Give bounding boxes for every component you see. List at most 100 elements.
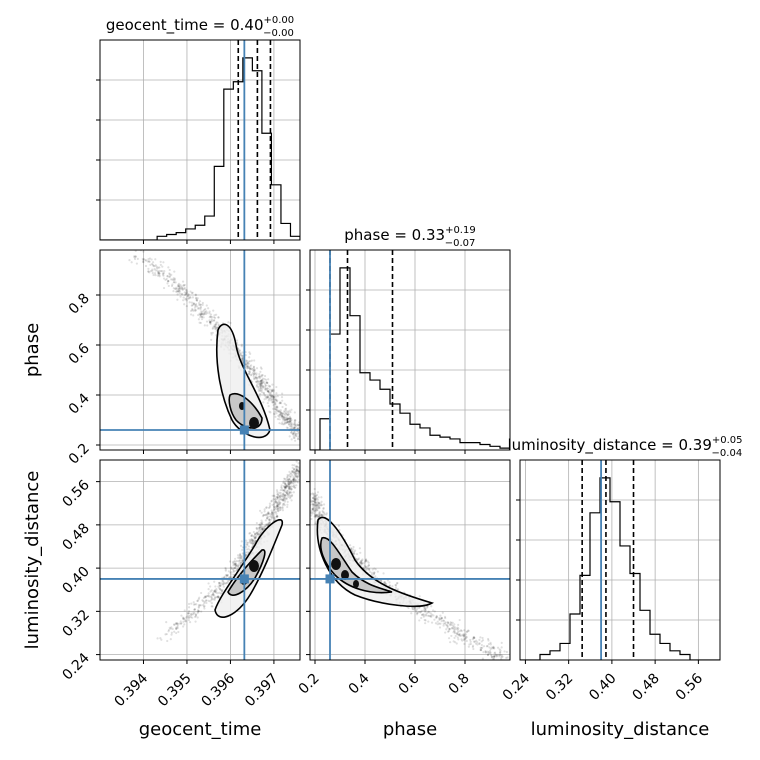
sample-point bbox=[230, 566, 233, 569]
sample-point bbox=[213, 597, 217, 600]
title-text: geocent_time = 0.40 bbox=[106, 16, 264, 35]
sample-point bbox=[261, 528, 264, 531]
sample-point bbox=[293, 471, 296, 474]
sample-point bbox=[480, 643, 483, 647]
sample-point bbox=[271, 395, 274, 398]
title-minus: −0.07 bbox=[445, 238, 476, 249]
sample-point bbox=[275, 408, 279, 411]
sample-point bbox=[178, 288, 181, 291]
sample-point bbox=[199, 313, 202, 316]
sample-point bbox=[473, 636, 476, 639]
sample-point bbox=[241, 552, 244, 555]
sample-point bbox=[422, 614, 426, 617]
sample-point bbox=[311, 508, 314, 511]
sample-point bbox=[468, 643, 471, 646]
sample-point bbox=[289, 411, 292, 414]
sample-point bbox=[491, 647, 494, 650]
sample-point bbox=[462, 634, 466, 637]
sample-point bbox=[241, 559, 244, 562]
sample-point bbox=[183, 609, 186, 612]
sample-point bbox=[367, 564, 370, 567]
sample-point bbox=[290, 494, 294, 497]
sample-point bbox=[202, 310, 205, 313]
x-tick-label: 0.6 bbox=[396, 670, 423, 697]
sample-point bbox=[154, 269, 157, 272]
sample-point bbox=[175, 290, 178, 293]
sample-point bbox=[288, 478, 291, 481]
sample-point bbox=[318, 512, 321, 515]
sample-point bbox=[314, 504, 317, 507]
sample-point bbox=[191, 616, 194, 619]
sample-point bbox=[254, 376, 257, 380]
sample-point bbox=[249, 352, 252, 355]
sample-point bbox=[313, 495, 316, 498]
sample-point bbox=[296, 480, 299, 483]
sample-point bbox=[172, 277, 175, 280]
sample-point bbox=[275, 405, 278, 408]
sample-point bbox=[259, 389, 262, 393]
sample-point bbox=[189, 295, 192, 299]
sample-point bbox=[499, 649, 502, 652]
sample-point bbox=[349, 544, 352, 547]
sample-point bbox=[292, 478, 295, 481]
sample-point bbox=[447, 630, 450, 633]
sample-point bbox=[280, 487, 283, 490]
sample-point bbox=[193, 615, 197, 618]
sample-point bbox=[320, 500, 323, 503]
sample-point bbox=[267, 405, 270, 408]
sample-point bbox=[284, 484, 288, 487]
sample-point bbox=[366, 567, 369, 570]
sample-point bbox=[293, 464, 296, 467]
sample-point bbox=[465, 636, 468, 639]
sample-point bbox=[270, 394, 273, 397]
sample-point bbox=[268, 518, 271, 522]
sample-point bbox=[295, 465, 298, 468]
sample-point bbox=[283, 402, 286, 405]
sample-point bbox=[268, 506, 271, 509]
sample-point bbox=[236, 339, 239, 342]
sample-point bbox=[241, 559, 244, 562]
sample-point bbox=[453, 636, 456, 640]
sample-point bbox=[186, 295, 189, 298]
sample-point bbox=[209, 590, 212, 593]
sample-point bbox=[289, 486, 292, 489]
sample-point bbox=[210, 605, 213, 608]
sample-point bbox=[444, 616, 447, 620]
sample-point bbox=[263, 525, 267, 528]
sample-point bbox=[295, 472, 298, 476]
sample-point bbox=[283, 504, 286, 507]
sample-point bbox=[224, 568, 227, 571]
sample-point bbox=[473, 640, 477, 643]
sample-point bbox=[257, 385, 260, 388]
sample-point bbox=[185, 289, 188, 292]
sample-point bbox=[198, 300, 202, 303]
sample-point bbox=[224, 566, 227, 570]
sample-point bbox=[293, 472, 296, 475]
sample-point bbox=[265, 506, 268, 509]
sample-point bbox=[438, 617, 441, 621]
sample-point bbox=[200, 315, 204, 319]
sample-point bbox=[214, 326, 217, 329]
sample-point bbox=[269, 399, 272, 402]
sample-point bbox=[294, 486, 297, 489]
y-tick-label: 0.6 bbox=[66, 340, 93, 367]
sample-point bbox=[443, 622, 447, 625]
y-tick-label: 0.56 bbox=[59, 477, 92, 510]
sample-point bbox=[481, 639, 485, 642]
histogram-phase-frame bbox=[309, 249, 511, 451]
sample-point bbox=[274, 511, 277, 514]
sample-point bbox=[471, 645, 474, 649]
sample-point bbox=[315, 507, 318, 510]
sample-point bbox=[486, 644, 489, 648]
sample-point bbox=[289, 472, 292, 476]
histogram-steps bbox=[520, 477, 720, 660]
sample-point bbox=[293, 431, 296, 434]
sample-point bbox=[472, 637, 475, 640]
sample-point bbox=[202, 312, 206, 315]
sample-point bbox=[182, 299, 185, 302]
sample-point bbox=[296, 469, 300, 472]
sample-point bbox=[269, 391, 272, 395]
sample-point bbox=[172, 278, 175, 281]
sample-point bbox=[500, 656, 503, 659]
sample-point bbox=[134, 255, 137, 258]
